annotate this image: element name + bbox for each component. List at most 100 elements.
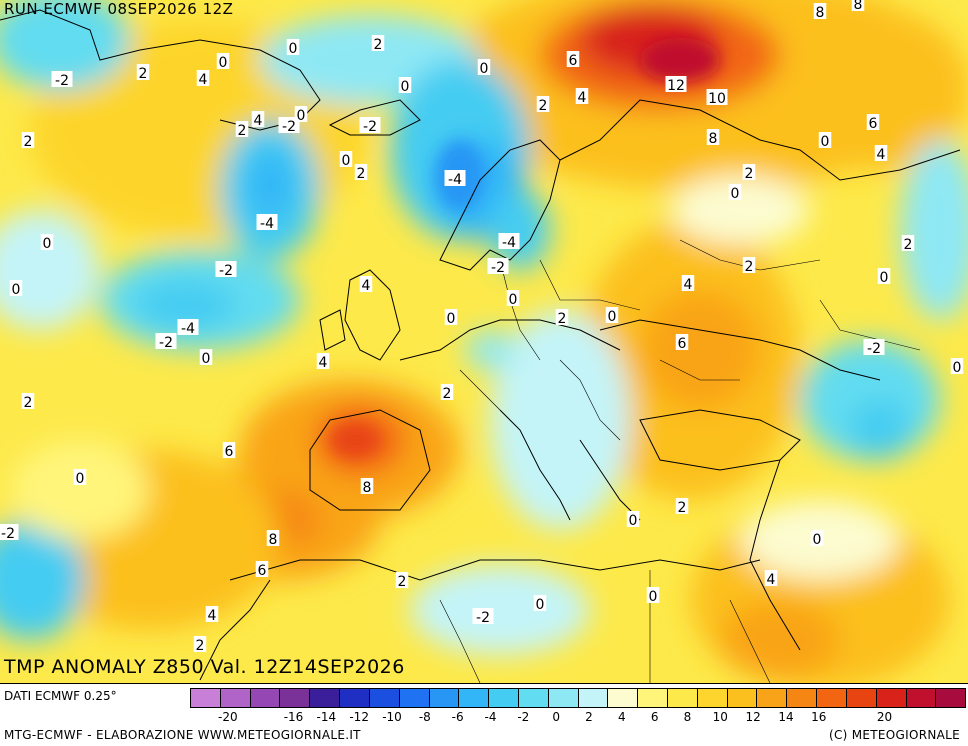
contour-label-bg [851, 0, 865, 11]
contour-label: -2 [55, 73, 69, 89]
contour-label-bg [316, 353, 330, 369]
legend-swatch [191, 689, 221, 707]
contour-label: -2 [491, 260, 505, 276]
contour-label-bg [155, 333, 177, 349]
legend-tick-label: 6 [650, 710, 659, 724]
legend-swatch [518, 689, 549, 707]
contour-label-bg [51, 71, 73, 87]
contour-label: 10 [708, 91, 726, 107]
legend-swatch [727, 689, 758, 707]
contour-label-bg [477, 59, 491, 75]
contour-label-bg [555, 309, 569, 325]
legend-swatch [936, 689, 966, 707]
legend-tick-label: -20 [218, 710, 238, 724]
legend-tick-label: 8 [683, 710, 692, 724]
legend-swatch [280, 689, 311, 707]
contour-label: -2 [476, 610, 490, 626]
contour-label: 4 [319, 355, 328, 371]
contour-label-bg [286, 39, 300, 55]
contour-label: 2 [398, 574, 407, 590]
contour-label: 8 [816, 5, 825, 21]
contour-label-bg [196, 70, 210, 86]
contour-label: 2 [24, 395, 33, 411]
legend-tick-label: -6 [451, 710, 464, 724]
contour-label: 0 [289, 41, 298, 57]
legend-swatch [340, 689, 370, 707]
contour-label: 0 [880, 270, 889, 286]
legend-ticks: -20 -16 -14 -12 -10 -8 -6 -4 -2 0 2 4 6 8 10 12 14 16 20 [190, 710, 966, 726]
contour-label: 4 [208, 608, 217, 624]
contour-label: 2 [904, 237, 913, 253]
legend-swatch [459, 689, 490, 707]
legend-swatch [668, 689, 698, 707]
contour-label-bg [294, 106, 308, 122]
contour-label: 4 [767, 572, 776, 588]
anomaly-title: TMP ANOMALY Z850 Val. 12Z14SEP2026 [4, 656, 405, 678]
contour-label: 4 [362, 278, 371, 294]
contour-label-bg [21, 393, 35, 409]
contour-label-bg [487, 258, 509, 274]
contour-label: 0 [731, 186, 740, 202]
contour-label-bg [813, 3, 827, 19]
contour-label: -2 [219, 263, 233, 279]
legend-tick-label: -10 [382, 710, 402, 724]
contour-label-bg [360, 478, 374, 494]
contour-label: 2 [238, 123, 247, 139]
contour-label-bg [256, 214, 278, 230]
contour-label-bg [9, 280, 23, 296]
contour-label-bg [706, 129, 720, 145]
anomaly-field [0, 0, 968, 683]
contour-label-bg [255, 561, 269, 577]
contour-label-bg [21, 132, 35, 148]
legend-swatch [399, 689, 430, 707]
contour-label-bg [742, 257, 756, 273]
legend-swatch [846, 689, 877, 707]
legend-tick-label: -12 [349, 710, 369, 724]
contour-label: 6 [869, 116, 878, 132]
contour-label: 4 [199, 72, 208, 88]
contour-label-bg [235, 121, 249, 137]
contour-label-bg [73, 469, 87, 485]
contour-label-bg [216, 53, 230, 69]
contour-label-bg [177, 319, 199, 335]
legend-swatch [310, 689, 341, 707]
legend-tick-label: -14 [316, 710, 337, 724]
contour-label-bg [681, 275, 695, 291]
legend-tick-label: 10 [712, 710, 728, 724]
contour-label: 4 [684, 277, 693, 293]
contour-label-bg [215, 261, 237, 277]
run-title: RUN ECMWF 08SEP2026 12Z [4, 0, 234, 18]
contour-label: -4 [502, 235, 516, 251]
contour-label: 6 [258, 563, 267, 579]
legend-swatch [817, 689, 847, 707]
contour-label: 0 [342, 153, 351, 169]
contour-label: 0 [953, 360, 962, 376]
contour-label-bg [339, 151, 353, 167]
credit-left: MTG-ECMWF - ELABORAZIONE WWW.METEOGIORNA… [4, 728, 361, 742]
contour-label: 0 [202, 351, 211, 367]
anomaly-detail [330, 38, 720, 458]
contour-label: 4 [254, 113, 263, 129]
coastlines [0, 9, 961, 681]
contour-label-bg [706, 89, 728, 105]
footer: DATI ECMWF 0.25° -20 -16 -14 -12 -10 -8 -6 -4 -2… [0, 683, 968, 746]
contour-label-bg [472, 608, 494, 624]
contour-label-bg [665, 76, 687, 92]
contour-label: 0 [813, 532, 822, 548]
borders [439, 239, 921, 683]
contour-label-bg [810, 530, 824, 546]
contour-label: 2 [443, 386, 452, 402]
contour-label: -4 [260, 216, 274, 232]
contour-label: 0 [821, 134, 830, 150]
contour-label-bg [498, 233, 520, 249]
legend-tick-label: -16 [283, 710, 304, 724]
contour-label-bg [444, 170, 466, 186]
contour-label-bg [874, 145, 888, 161]
contour-label-bg [278, 117, 300, 133]
contour-label-bg [728, 184, 742, 200]
contour-label-bg [398, 77, 412, 93]
contour-label-bg [395, 572, 409, 588]
contour-label: -2 [159, 335, 173, 351]
